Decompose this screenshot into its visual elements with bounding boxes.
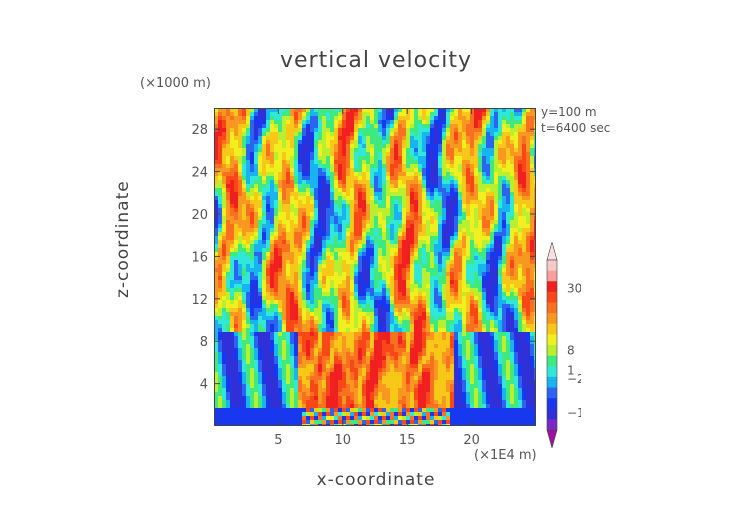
colorbar-swatch [547,260,557,272]
colorbar-swatch [547,408,557,420]
colorbar-label: −14 [567,406,581,420]
y-tick-label: 20 [191,208,208,223]
colorbar-swatch [547,323,557,335]
colorbar-swatch [547,302,557,314]
colorbar-swatch [547,281,557,293]
plot-frame [214,108,536,426]
chart-title: vertical velocity [279,48,472,73]
colorbar-swatch [547,387,557,399]
x-unit-label: (×1E4 m) [474,448,537,463]
colorbar-swatch [547,334,557,346]
colorbar-swatch [547,376,557,388]
y-unit-label: (×1000 m) [140,76,211,91]
colorbar-swatch [547,419,557,431]
colorbar-label: 30 [567,281,581,295]
y-tick-label: 4 [200,378,208,393]
annotation-y: y=100 m [541,105,597,119]
colorbar-swatch [547,291,557,303]
x-tick-label: 20 [463,433,480,448]
x-tick-label: 5 [274,433,282,448]
x-tick-label: 10 [335,433,352,448]
y-tick-label: 24 [191,166,208,181]
colorbar-swatch [547,355,557,367]
colorbar-label: 1 [567,364,575,378]
colorbar-swatch [547,270,557,282]
y-tick-label: 12 [191,293,208,308]
y-tick-label: 16 [191,250,208,265]
velocity-heatmap [214,108,536,426]
x-axis-label: x-coordinate [316,470,436,490]
colorbar-swatch [547,345,557,357]
y-tick-label: 8 [200,335,208,350]
y-axis-label: z-coordinate [113,180,133,298]
y-tick-label: 28 [191,123,208,138]
x-tick-label: 15 [399,433,416,448]
colorbar-swatch [547,366,557,378]
colorbar-label: 8 [567,344,575,358]
colorbar-label: −2 [567,372,581,386]
colorbar-max-arrow [546,242,558,261]
annotation-time: t=6400 sec [541,121,611,135]
colorbar-min-arrow [546,429,558,448]
colorbar-frame [546,259,558,431]
colorbar-swatch [547,398,557,410]
colorbar-swatch [547,313,557,325]
colorbar: 30 8 1−2 −14 [546,242,581,448]
